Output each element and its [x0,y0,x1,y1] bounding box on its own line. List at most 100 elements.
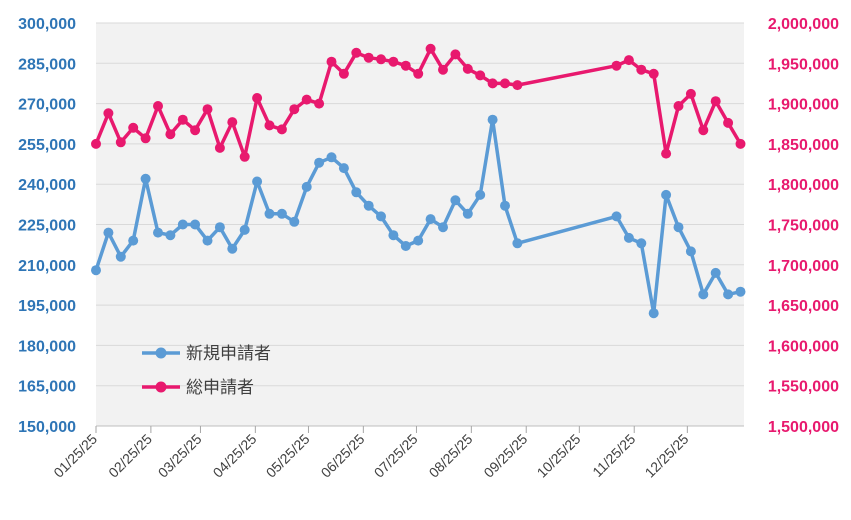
data-point [202,235,213,246]
right-y-axis: 1,500,000 1,550,000 1,600,000 1,650,000 1,70… [768,16,839,436]
data-point [351,187,362,198]
data-point [462,208,473,219]
data-point [500,78,510,89]
gridlines [96,22,744,427]
data-point [661,148,672,159]
x-axis-tick-label: 02/25/25 [105,431,155,481]
data-point [301,94,312,105]
data-point [475,70,486,81]
data-point [314,98,325,109]
data-point [685,246,696,257]
data-point [190,125,201,136]
data-point [128,122,139,133]
right-axis-tick-label: 1,750,000 [768,218,839,235]
data-point [91,265,101,276]
data-point [413,235,424,246]
data-point [227,243,238,254]
data-point [648,68,659,79]
data-point [450,49,461,60]
left-axis-tick-label: 210,000 [18,258,76,275]
left-axis-tick-label: 195,000 [18,298,76,315]
data-point [363,52,374,63]
legend-item-total-applicants: 総申請者 [142,378,254,398]
data-point [326,152,337,163]
left-axis-tick-label: 270,000 [18,97,76,114]
data-point [338,163,349,174]
left-axis-tick-label: 300,000 [18,16,76,33]
x-axis-tick-label: 11/25/25 [589,431,638,480]
left-axis-tick-label: 225,000 [18,218,76,235]
x-axis-tick-label: 12/25/25 [642,431,692,481]
left-axis-tick-label: 240,000 [18,177,76,194]
data-point [611,211,622,222]
data-point [301,181,312,192]
left-y-axis: 150,000 165,000 180,000 195,000 210,000 225,0… [18,16,76,436]
data-point [438,64,448,75]
data-point [425,43,436,54]
data-point [698,289,709,300]
data-point [289,104,300,115]
data-point [648,308,659,319]
data-point [165,129,176,140]
data-point [636,238,647,249]
data-point [636,64,647,75]
data-point [723,117,734,128]
data-point [723,289,734,300]
data-point [623,232,634,243]
data-point [388,230,399,241]
data-point [252,93,263,103]
right-axis-tick-label: 1,650,000 [768,298,839,315]
data-point [338,68,349,79]
data-point [512,80,523,91]
data-point [735,138,746,149]
data-point [140,173,151,184]
data-point [252,176,263,187]
legend-marker-new-applicants [155,347,167,359]
data-point [276,208,287,219]
x-axis-tick-label: 04/25/25 [210,431,260,481]
left-axis-tick-label: 180,000 [18,338,76,355]
data-point [165,230,176,241]
x-axis-tick-label: 05/25/25 [263,431,313,481]
data-point [239,151,250,162]
data-point [376,54,386,65]
data-point [103,108,114,119]
left-axis-tick-label: 165,000 [18,379,76,396]
data-point [239,224,250,235]
left-axis-tick-label: 285,000 [18,56,76,73]
data-point [388,56,399,67]
legend-label-total-applicants: 総申請者 [186,378,254,398]
data-point [475,189,486,200]
right-axis-tick-label: 1,900,000 [768,97,839,114]
data-point [710,267,721,278]
series-total-applicants [91,43,746,162]
data-point [128,235,139,246]
data-point [500,200,510,211]
data-point [611,60,622,71]
data-point [363,200,374,211]
data-point [289,216,300,227]
data-point [264,208,275,219]
legend-item-new-applicants: 新規申請者 [142,344,271,364]
data-point [623,55,634,66]
data-point [326,56,337,67]
data-point [413,68,424,79]
left-axis-tick-label: 255,000 [18,137,76,154]
series-line [94,47,743,159]
legend: 新規申請者 総申請者 [142,344,271,398]
data-point [115,251,126,262]
x-axis-tick-label: 03/25/25 [155,431,205,481]
series-new-applicants [91,114,746,319]
data-point [140,133,151,144]
legend-label-new-applicants: 新規申請者 [186,344,271,364]
data-point [227,117,238,128]
data-point [450,195,461,206]
x-axis-tick-label: 06/25/25 [318,431,368,481]
data-point [177,219,188,230]
x-axis-tick-label: 07/25/25 [371,431,421,481]
data-point [153,227,163,238]
x-axis-tick-label: 10/25/25 [534,431,584,481]
data-point [177,114,188,125]
data-point [673,101,684,111]
data-point [276,124,287,135]
